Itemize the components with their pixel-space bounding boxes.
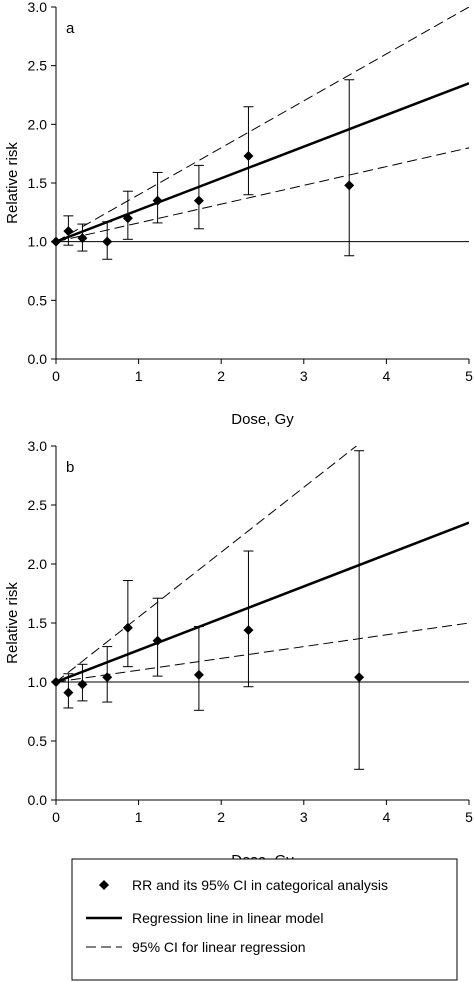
x-tick-label: 1 <box>135 368 143 384</box>
y-tick-label: 1.0 <box>28 674 48 690</box>
data-point-diamond <box>77 233 88 244</box>
ci-lower-line <box>56 147 469 243</box>
x-tick-label: 1 <box>135 809 143 825</box>
data-point-diamond <box>243 151 254 162</box>
y-tick-label: 3.0 <box>28 0 48 15</box>
y-tick-label: 0.5 <box>28 733 48 749</box>
x-tick-label: 2 <box>217 368 225 384</box>
data-point-diamond <box>152 635 163 646</box>
y-tick-label: 2.0 <box>28 116 48 132</box>
data-point-diamond <box>243 625 254 636</box>
y-tick-label: 1.0 <box>28 234 48 250</box>
data-point-diamond <box>51 677 61 687</box>
data-point-diamond <box>354 672 365 683</box>
data-point-diamond <box>102 236 113 247</box>
legend-label: Regression line in linear model <box>132 910 323 926</box>
y-axis-label: Relative risk <box>4 582 21 664</box>
x-tick-label: 5 <box>465 368 473 384</box>
regression-line <box>56 82 469 243</box>
y-tick-label: 2.0 <box>28 556 48 572</box>
legend-marker-diamond <box>99 880 109 890</box>
y-tick-label: 2.5 <box>28 497 48 513</box>
x-tick-label: 4 <box>383 368 391 384</box>
data-point-diamond <box>122 622 133 633</box>
y-tick-label: 1.5 <box>28 175 48 191</box>
legend: RR and its 95% CI in categorical analysi… <box>71 858 458 981</box>
y-tick-label: 2.5 <box>28 58 48 74</box>
y-axis-label: Relative risk <box>4 142 21 224</box>
data-point-diamond <box>193 669 204 680</box>
y-tick-label: 1.5 <box>28 615 48 631</box>
legend-label: 95% CI for linear regression <box>132 939 306 955</box>
data-point-diamond <box>193 195 204 206</box>
data-point-diamond <box>51 236 61 247</box>
chart-panel-a: 0.0 0.5 1.0 1.5 2.0 2.5 3.0 0 1 2 3 4 5 Dose, Gy Relat… <box>4 0 473 428</box>
x-tick-label: 3 <box>300 368 308 384</box>
x-tick-label: 2 <box>217 809 225 825</box>
panel-letter: a <box>66 20 75 37</box>
model-lines <box>56 7 469 243</box>
data-point-diamond <box>63 687 74 698</box>
data-point-diamond <box>344 180 355 191</box>
y-tick-label: 0.0 <box>28 792 48 808</box>
y-tick-label: 0.5 <box>28 292 48 308</box>
x-tick-label: 4 <box>383 809 391 825</box>
y-tick-label: 0.0 <box>28 351 48 367</box>
x-tick-label: 0 <box>52 809 60 825</box>
ci-upper-line <box>56 446 358 683</box>
panel-letter: b <box>66 459 74 476</box>
legend-label: RR and its 95% CI in categorical analysi… <box>132 877 388 893</box>
x-tick-label: 0 <box>52 368 60 384</box>
x-tick-label: 5 <box>465 809 473 825</box>
data-point-diamond <box>122 213 133 224</box>
x-axis-label: Dose, Gy <box>231 411 294 428</box>
data-point-diamond <box>77 679 88 690</box>
ci-upper-line <box>56 7 469 243</box>
ci-lower-line <box>56 622 469 683</box>
data-point-diamond <box>152 195 163 206</box>
y-tick-label: 3.0 <box>28 438 48 454</box>
model-lines <box>56 446 469 684</box>
legend-box <box>71 858 458 981</box>
data-point-diamond <box>102 672 113 683</box>
data-point-diamond <box>63 226 74 237</box>
regression-line <box>56 521 469 684</box>
x-tick-label: 3 <box>300 809 308 825</box>
